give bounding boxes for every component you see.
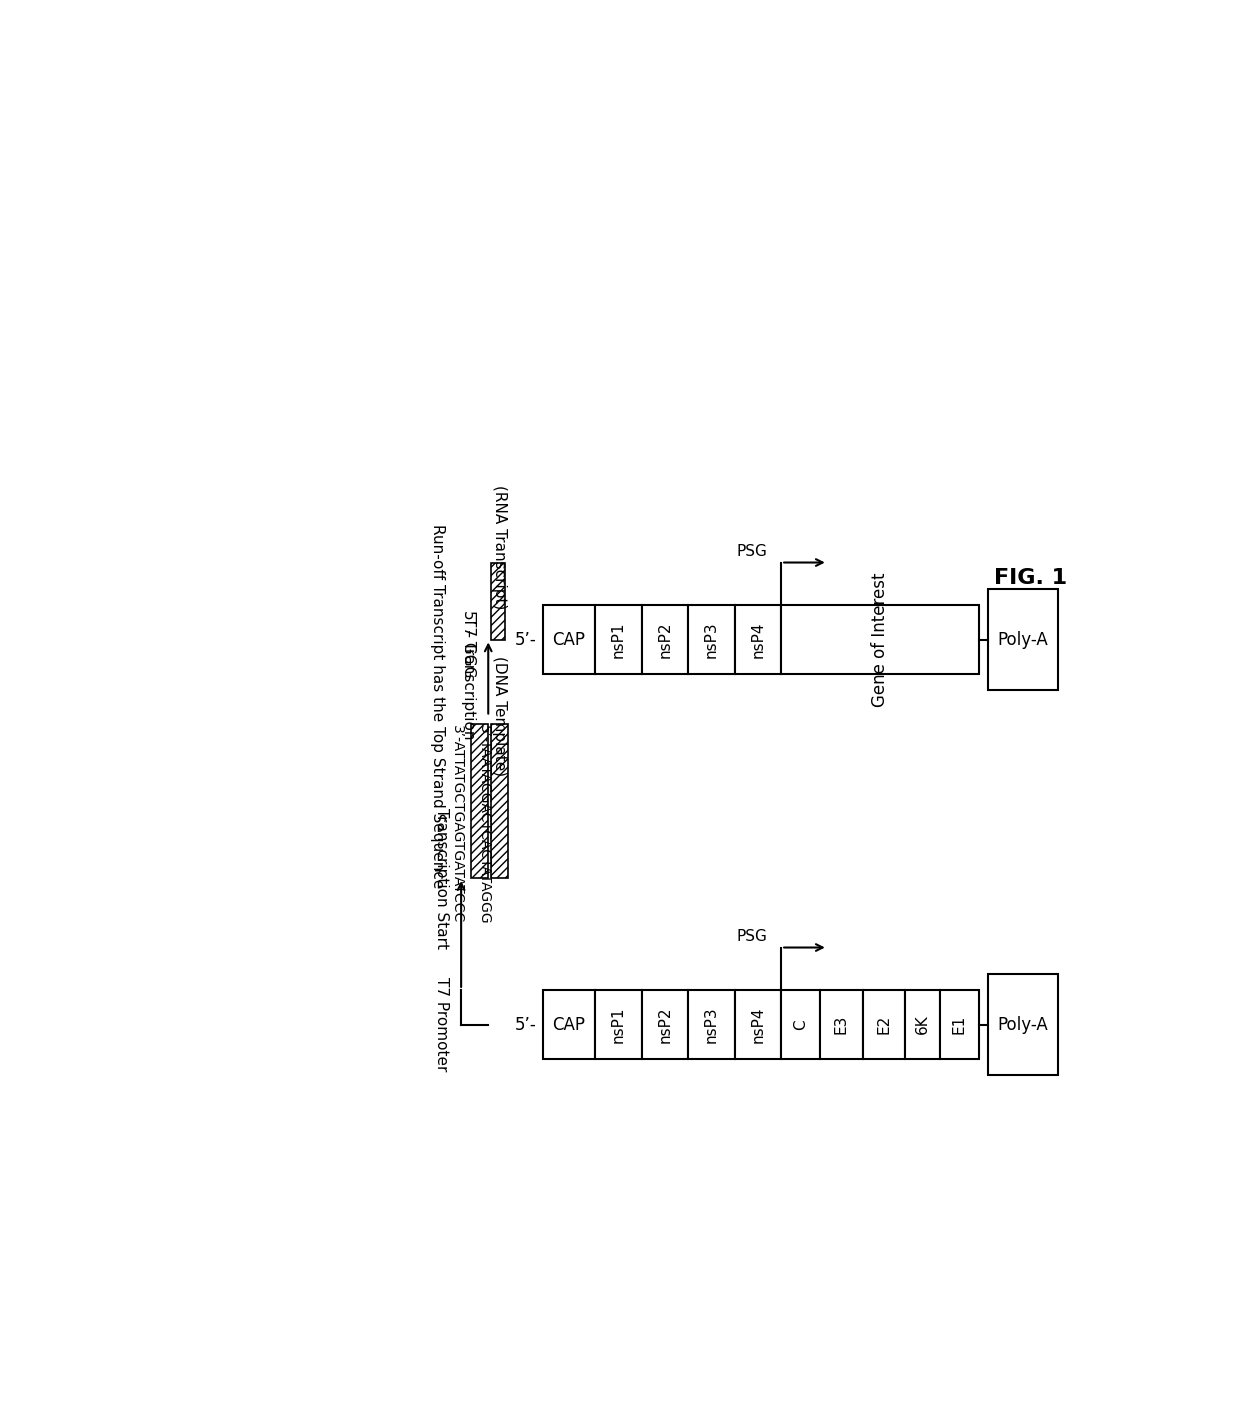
Text: E2: E2 [877,1015,892,1034]
Bar [491,563,506,640]
Text: E1: E1 [952,1015,967,1034]
Bar [988,590,1058,690]
Bar [734,990,781,1060]
Text: nsP2: nsP2 [657,621,672,658]
Bar [688,990,734,1060]
Text: 3’-ATTATGCTGAGTGATATCCC: 3’-ATTATGCTGAGTGATATCCC [450,725,464,924]
Text: nsP1: nsP1 [611,621,626,658]
Text: nsP3: nsP3 [704,621,719,658]
Text: (RNA Transcript): (RNA Transcript) [492,486,507,610]
Bar [863,990,905,1060]
Text: 5’ – GGG: 5’ – GGG [461,610,476,677]
Text: T7 Transcription: T7 Transcription [461,617,476,740]
Text: PSG: PSG [737,544,768,558]
Text: Poly-A: Poly-A [998,1015,1048,1034]
Text: 5’-TAATACGACTCACTATAGGG: 5’-TAATACGACTCACTATAGGG [477,724,491,924]
Text: Gene of Interest: Gene of Interest [870,573,889,707]
Text: nsP1: nsP1 [611,1007,626,1042]
Text: Transcription Start: Transcription Start [434,808,449,948]
Bar [940,990,978,1060]
Text: nsP3: nsP3 [704,1007,719,1042]
Bar [471,724,489,878]
Bar [595,605,642,674]
Bar [905,990,940,1060]
Bar [642,605,688,674]
Text: 6K: 6K [915,1015,930,1034]
Text: C: C [794,1020,808,1030]
Bar [491,724,507,878]
Text: nsP4: nsP4 [750,1007,765,1042]
Text: E3: E3 [833,1015,848,1034]
Text: (DNA Template): (DNA Template) [492,657,507,777]
Bar [781,605,978,674]
Text: Run-off Transcript has the Top Strand Sequence: Run-off Transcript has the Top Strand Se… [430,524,445,888]
Bar [820,990,863,1060]
Text: Poly-A: Poly-A [998,631,1048,648]
Bar [595,990,642,1060]
Text: 5’-: 5’- [515,1015,536,1034]
Bar [688,605,734,674]
Bar [781,990,820,1060]
Text: nsP2: nsP2 [657,1007,672,1042]
Text: CAP: CAP [552,631,585,648]
Text: nsP4: nsP4 [750,621,765,658]
Bar [543,990,595,1060]
Text: PSG: PSG [737,928,768,944]
Bar [543,605,595,674]
Text: CAP: CAP [552,1015,585,1034]
Bar [734,605,781,674]
Text: 5’-: 5’- [515,631,536,648]
Bar [988,974,1058,1074]
Bar [642,990,688,1060]
Text: T7 Promoter: T7 Promoter [434,977,449,1071]
Text: FIG. 1: FIG. 1 [994,568,1068,588]
